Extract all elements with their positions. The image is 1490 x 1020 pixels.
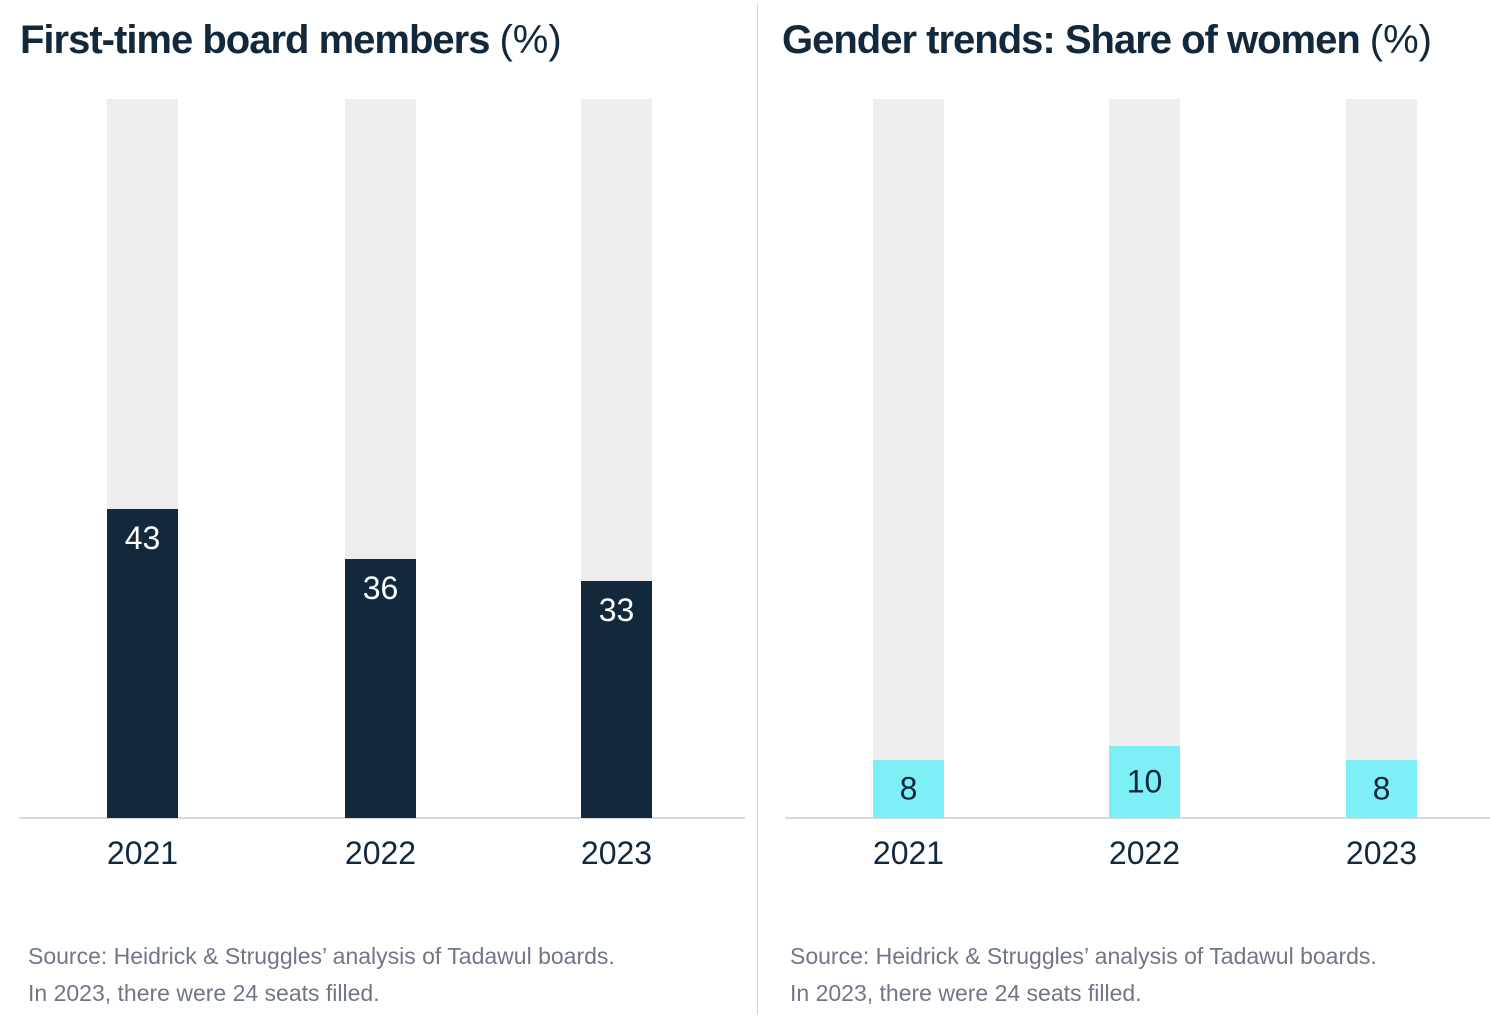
bar-column-2023: 33 2023 [537,99,697,899]
bar-column-2023: 8 2023 [1302,99,1462,899]
source-note-line1: Source: Heidrick & Struggles’ analysis o… [790,943,1377,969]
bar-column-2022: 10 2022 [1065,99,1225,899]
chart-title-unit: (%) [499,18,562,62]
source-note-line1: Source: Heidrick & Struggles’ analysis o… [28,943,615,969]
x-axis-tick-label: 2023 [1345,835,1418,871]
x-axis-tick-label: 2021 [872,835,945,871]
bar-value-label: 43 [124,520,161,556]
chart-title: Gender trends: Share of women (%) [782,18,1432,63]
bar-column-2021: 43 2021 [63,99,223,899]
bar-fill-2021: 43 [107,509,178,818]
chart-title-main: First-time board members [20,18,490,62]
bar-track: 33 [581,99,652,818]
bar-track: 43 [107,99,178,818]
bar-track: 10 [1109,99,1180,818]
bar-fill-2021: 8 [873,760,944,818]
x-axis-tick-label: 2021 [106,835,179,871]
source-note: Source: Heidrick & Struggles’ analysis o… [28,938,615,1012]
source-note-line2: In 2023, there were 24 seats filled. [28,980,380,1006]
bar-value-label: 33 [598,592,635,628]
chart-title: First-time board members (%) [20,18,562,63]
bar-fill-2022: 10 [1109,746,1180,818]
panel-divider [757,4,758,1014]
chart-title-main: Gender trends: Share of women [782,18,1361,62]
x-axis-line [785,817,1490,819]
bar-value-label: 10 [1126,763,1163,800]
bar-value-label: 8 [1372,770,1391,807]
bar-column-2021: 8 2021 [829,99,989,899]
bar-track: 8 [873,99,944,818]
bar-track: 36 [345,99,416,818]
source-note-line2: In 2023, there were 24 seats filled. [790,980,1142,1006]
first-time-board-members-chart-panel: First-time board members (%) 43 2021 36 2… [19,18,745,1012]
x-axis-tick-label: 2022 [1108,835,1181,871]
x-axis-line [19,817,745,819]
bar-fill-2022: 36 [345,559,416,818]
bar-column-2022: 36 2022 [301,99,461,899]
bar-track: 8 [1346,99,1417,818]
chart-title-unit: (%) [1369,18,1432,62]
bar-fill-2023: 33 [581,581,652,818]
x-axis-tick-label: 2023 [580,835,653,871]
bar-fill-2023: 8 [1346,760,1417,818]
x-axis-tick-label: 2022 [344,835,417,871]
bar-value-label: 8 [899,770,918,807]
bar-value-label: 36 [362,570,399,606]
gender-trends-chart-panel: Gender trends: Share of women (%) 8 2021 … [758,0,1490,1020]
source-note: Source: Heidrick & Struggles’ analysis o… [790,938,1377,1012]
